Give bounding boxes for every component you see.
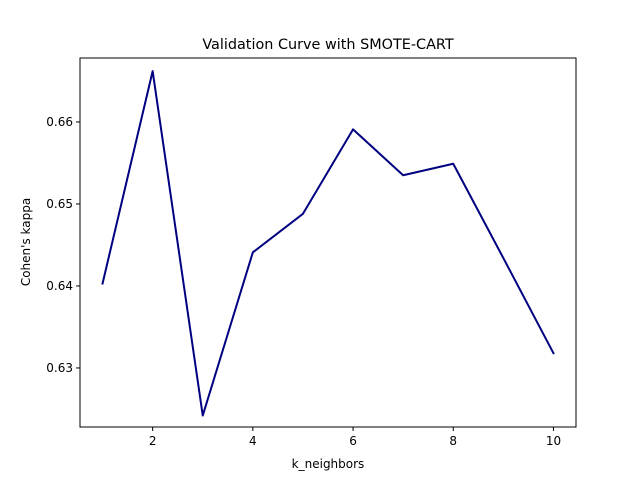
series-line-0 xyxy=(101,70,555,417)
chart-title: Validation Curve with SMOTE-CART xyxy=(202,37,454,53)
x-tick-label: 6 xyxy=(349,434,357,448)
y-tick-label: 0.64 xyxy=(46,279,73,293)
x-tick-label: 2 xyxy=(149,434,157,448)
axes-frame xyxy=(79,57,577,428)
x-tick-label: 4 xyxy=(249,434,257,448)
y-tick-label: 0.65 xyxy=(46,197,73,211)
y-axis-label: Cohen's kappa xyxy=(19,198,33,286)
plot-area: 2 4 6 8 10 0.63 0.64 0.65 0.66 xyxy=(46,57,577,448)
y-tick-label: 0.66 xyxy=(46,115,73,129)
x-axis-label: k_neighbors xyxy=(292,457,365,471)
x-tick-label: 8 xyxy=(449,434,457,448)
x-tick-label: 10 xyxy=(546,434,561,448)
y-tick-label: 0.63 xyxy=(46,361,73,375)
